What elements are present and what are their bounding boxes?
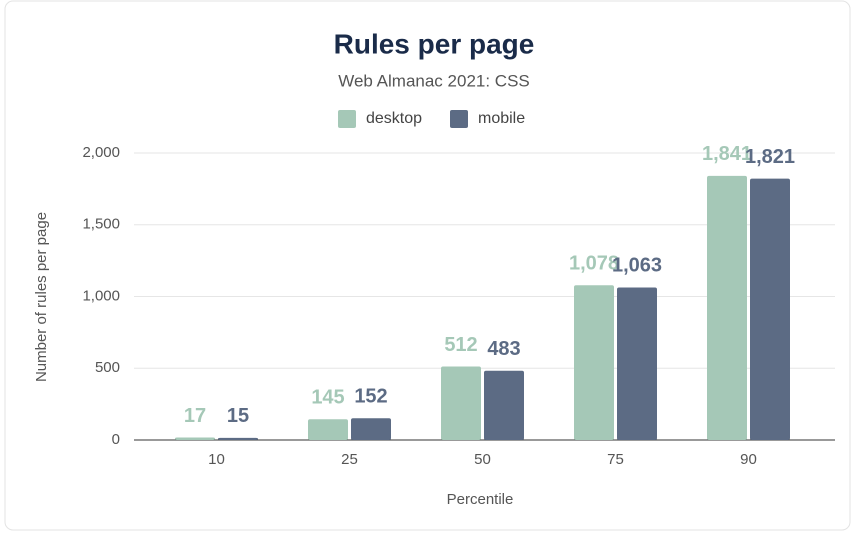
x-tick-label: 75 — [607, 451, 624, 468]
x-tick-label: 90 — [740, 451, 757, 468]
y-tick-label: 1,000 — [82, 287, 120, 304]
value-label: 512 — [444, 334, 477, 356]
x-tick-label: 50 — [474, 451, 491, 468]
bar — [441, 366, 481, 440]
value-label: 483 — [487, 338, 520, 360]
value-label: 15 — [227, 405, 249, 427]
legend-label: desktop — [366, 110, 422, 127]
value-label: 152 — [354, 385, 387, 407]
legend-swatch — [338, 110, 356, 128]
bar — [175, 437, 215, 440]
y-tick-label: 1,500 — [82, 216, 120, 233]
x-tick-label: 10 — [208, 451, 225, 468]
value-label: 17 — [184, 405, 206, 427]
value-label: 1,821 — [745, 146, 795, 168]
y-tick-label: 500 — [95, 359, 120, 376]
bar — [308, 419, 348, 440]
bar — [750, 178, 790, 440]
x-axis-label: Percentile — [447, 491, 514, 508]
legend-swatch — [450, 110, 468, 128]
bar — [574, 285, 614, 440]
bar — [707, 175, 747, 440]
bar — [484, 370, 524, 440]
value-label: 1,063 — [612, 255, 662, 277]
bar — [617, 287, 657, 440]
value-label: 1,078 — [569, 253, 619, 275]
chart-subtitle: Web Almanac 2021: CSS — [338, 71, 530, 90]
value-label: 1,841 — [702, 143, 752, 165]
y-axis-label: Number of rules per page — [33, 212, 50, 382]
y-tick-label: 2,000 — [82, 144, 120, 161]
value-label: 145 — [311, 386, 344, 408]
chart-title: Rules per page — [334, 28, 535, 59]
y-tick-label: 0 — [112, 431, 120, 448]
bar — [351, 418, 391, 440]
legend-label: mobile — [478, 110, 525, 127]
bar — [218, 437, 258, 440]
x-tick-label: 25 — [341, 451, 358, 468]
